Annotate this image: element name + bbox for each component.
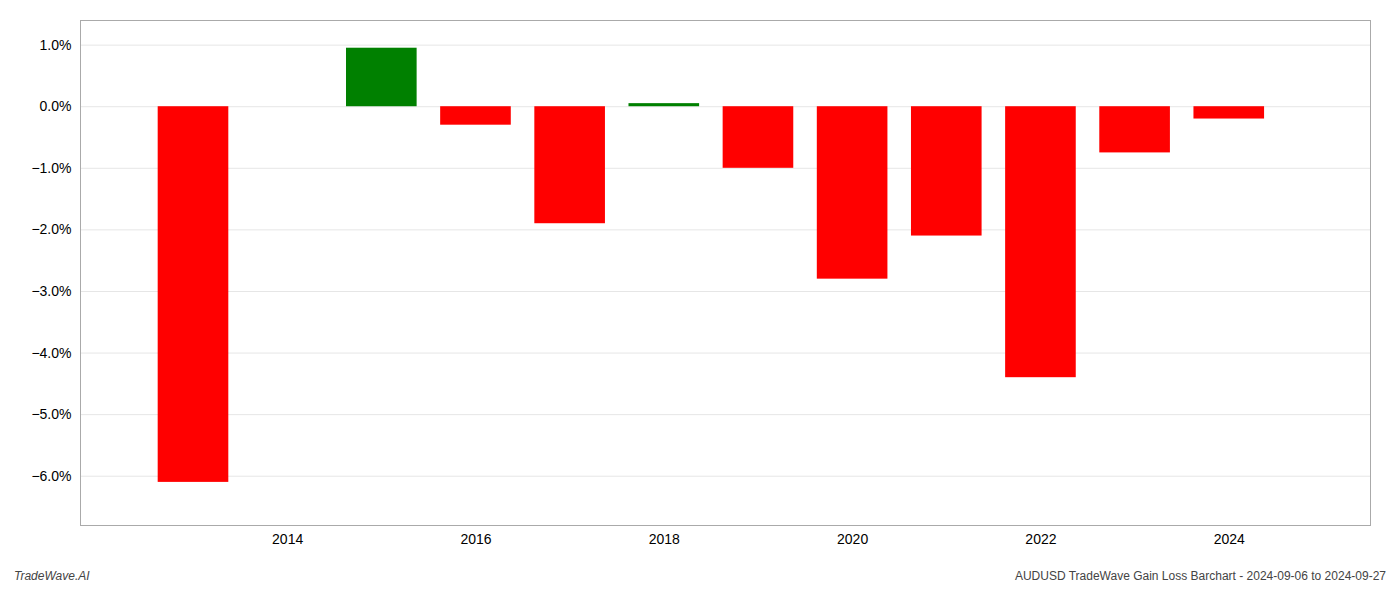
svg-text:−4.0%: −4.0% <box>31 345 71 361</box>
html-text:AUDUSD TradeWave Gain Loss Bar: AUDUSD TradeWave Gain Loss Barchart - 20… <box>1014 569 1386 583</box>
svg-text:2024: 2024 <box>1214 531 1245 547</box>
svg-text:0.0%: 0.0% <box>40 98 72 114</box>
svg-text:−3.0%: −3.0% <box>31 283 71 299</box>
svg-text:−1.0%: −1.0% <box>31 160 71 176</box>
svg-text:1.0%: 1.0% <box>40 37 72 53</box>
svg-text:2014: 2014 <box>272 531 303 547</box>
svg-text:−5.0%: −5.0% <box>31 406 71 422</box>
svg-text:2018: 2018 <box>649 531 680 547</box>
svg-text:2020: 2020 <box>837 531 868 547</box>
svg-text:2022: 2022 <box>1025 531 1056 547</box>
svg-text:−2.0%: −2.0% <box>31 221 71 237</box>
svg-text:−6.0%: −6.0% <box>31 468 71 484</box>
html-text:TradeWave.AI: TradeWave.AI <box>14 569 90 583</box>
svg-text:2016: 2016 <box>460 531 491 547</box>
